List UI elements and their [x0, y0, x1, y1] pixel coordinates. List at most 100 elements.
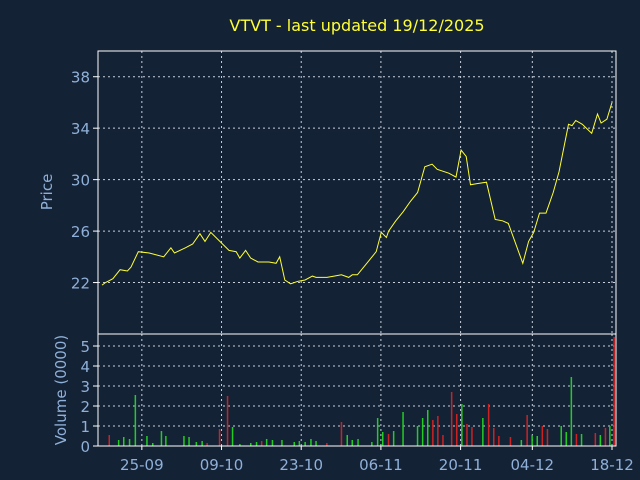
- volume-bar: [471, 427, 473, 446]
- volume-bar: [239, 444, 241, 446]
- volume-axis-label: Volume (0000): [52, 335, 70, 445]
- volume-bar: [326, 443, 328, 446]
- volume-bar: [392, 431, 395, 446]
- volume-bars: [108, 337, 615, 446]
- volume-bar: [260, 441, 263, 446]
- volume-bar: [613, 337, 615, 446]
- volume-bar: [265, 439, 268, 446]
- volume-panel-frame: [97, 333, 617, 447]
- price-y-axis: 22 26 30 34 38: [71, 69, 98, 293]
- volume-bar: [482, 418, 484, 446]
- x-tick-label: 25-09: [120, 456, 164, 474]
- volume-bar: [108, 435, 110, 446]
- price-panel-frame: [97, 50, 617, 335]
- x-tick-label: 06-11: [359, 456, 403, 474]
- volume-bar: [387, 434, 390, 446]
- volume-bar: [371, 442, 373, 446]
- volume-bar: [281, 440, 283, 446]
- volume-bar: [271, 440, 274, 446]
- volume-bar: [493, 428, 495, 446]
- volume-bar: [402, 412, 404, 446]
- volume-bar: [427, 410, 429, 446]
- volume-gridlines: [98, 334, 616, 446]
- volume-bar: [231, 427, 234, 446]
- price-tick-label: 34: [71, 120, 90, 138]
- price-axis-label: Price: [38, 174, 56, 211]
- volume-bar: [461, 404, 463, 446]
- volume-bar: [226, 396, 229, 446]
- volume-bar: [546, 429, 549, 446]
- volume-bar: [536, 436, 538, 446]
- volume-bar: [134, 395, 137, 446]
- volume-tick-label: 4: [80, 358, 90, 376]
- x-axis: 25-09 09-10 23-10 06-11 20-11 04-12 18-12: [120, 446, 634, 474]
- volume-y-axis: 0 1 2 3 4 5: [80, 338, 98, 456]
- volume-bar: [304, 442, 306, 446]
- volume-bar: [382, 432, 384, 446]
- volume-tick-label: 0: [80, 438, 90, 456]
- volume-bar: [376, 418, 379, 446]
- volume-bar: [498, 436, 500, 446]
- volume-bar: [188, 437, 190, 446]
- volume-bar: [575, 434, 578, 446]
- chart-title: VTVT - last updated 19/12/2025: [229, 16, 484, 35]
- volume-bar: [293, 442, 295, 446]
- volume-bar: [357, 439, 359, 446]
- volume-bar: [255, 442, 258, 446]
- volume-bar: [437, 416, 439, 446]
- volume-bar: [520, 440, 523, 446]
- x-tick-label: 04-12: [511, 456, 555, 474]
- volume-bar: [416, 426, 419, 446]
- price-line: [101, 102, 613, 286]
- volume-tick-label: 3: [80, 378, 90, 396]
- volume-bar: [315, 441, 317, 446]
- volume-bar: [560, 426, 562, 446]
- price-tick-label: 22: [71, 275, 90, 293]
- volume-bar: [609, 426, 611, 446]
- volume-bar: [509, 437, 512, 446]
- volume-bar: [165, 436, 167, 446]
- volume-bar: [298, 441, 301, 446]
- volume-bar: [146, 436, 148, 446]
- volume-bar: [340, 422, 343, 446]
- volume-bar: [160, 431, 163, 446]
- volume-bar: [466, 424, 468, 446]
- price-tick-label: 30: [71, 172, 90, 190]
- volume-bar: [456, 414, 458, 446]
- volume-bar: [123, 437, 125, 446]
- price-gridlines: [98, 51, 616, 334]
- volume-bar: [531, 435, 533, 446]
- volume-bar: [183, 436, 185, 446]
- volume-bar: [526, 415, 528, 446]
- volume-bar: [565, 432, 567, 446]
- x-tick-label: 23-10: [279, 456, 323, 474]
- x-tick-label: 09-10: [200, 456, 244, 474]
- volume-bar: [599, 435, 602, 446]
- volume-bar: [432, 420, 434, 446]
- volume-tick-label: 1: [80, 418, 90, 436]
- volume-bar: [442, 435, 444, 446]
- x-tick-label: 18-12: [590, 456, 634, 474]
- price-tick-label: 38: [71, 69, 90, 87]
- volume-bar: [487, 404, 490, 446]
- volume-bar: [310, 439, 312, 446]
- volume-bar: [128, 439, 131, 446]
- volume-bar: [450, 392, 453, 446]
- volume-bar: [117, 440, 120, 446]
- volume-bar: [421, 418, 424, 446]
- volume-bar: [250, 443, 252, 446]
- volume-bar: [195, 442, 198, 446]
- x-tick-label: 20-11: [439, 456, 483, 474]
- volume-bar: [580, 434, 583, 446]
- volume-bar: [541, 426, 544, 446]
- volume-bar: [351, 440, 353, 446]
- volume-bar: [206, 443, 208, 446]
- price-tick-label: 26: [71, 223, 90, 241]
- volume-tick-label: 5: [80, 338, 90, 356]
- volume-bar: [594, 433, 597, 446]
- volume-bar: [152, 443, 154, 446]
- volume-bar: [604, 428, 607, 446]
- volume-bar: [346, 435, 348, 446]
- price-series: [101, 102, 613, 286]
